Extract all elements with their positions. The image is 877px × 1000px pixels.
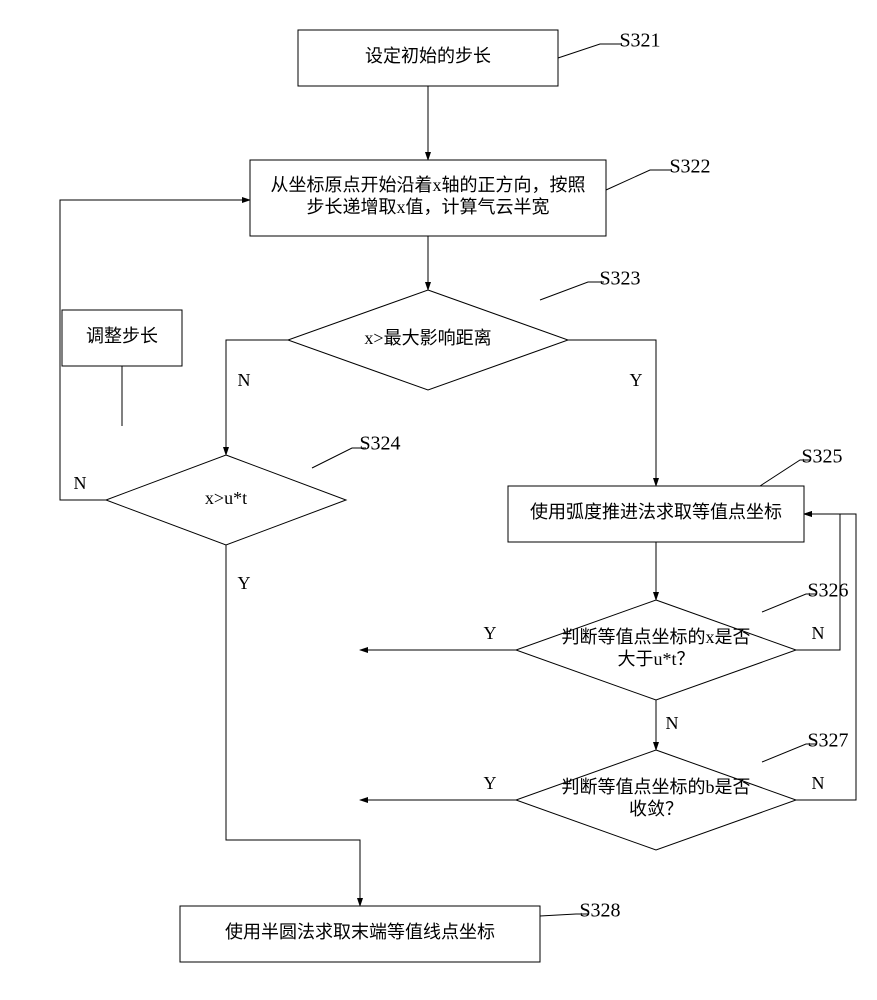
node-s328-text: 使用半圆法求取末端等值线点坐标 — [225, 922, 495, 942]
node-s327-text: 收敛？ — [629, 799, 683, 819]
leader-s323 — [540, 282, 604, 300]
edge-e3 — [226, 340, 288, 455]
edge-label-e10: N — [666, 713, 679, 733]
edge-label-e12: Y — [484, 773, 497, 793]
node-adjust-text: 调整步长 — [86, 326, 158, 346]
node-s325-text: 使用弧度推进法求取等值点坐标 — [530, 502, 782, 522]
node-s322-text: 步长递增取x值，计算气云半宽 — [307, 197, 550, 217]
leader-s322 — [606, 170, 672, 190]
step-label-s322: S322 — [669, 156, 710, 178]
step-label-s324: S324 — [359, 433, 400, 455]
flowchart-canvas: N Y N Y Y N N N Y 设定初始的步长从坐标原点开始沿着x轴的正方向，按照步长递增取… — [0, 0, 877, 1000]
edge-e6 — [226, 545, 360, 906]
node-s323-text: x>最大影响距离 — [364, 328, 491, 348]
edge-label-e5: N — [74, 473, 87, 493]
edge-label-e6: Y — [238, 573, 251, 593]
edge-e4 — [568, 340, 656, 486]
edge-e11 — [796, 514, 856, 800]
leader-s324 — [312, 448, 366, 468]
node-s327-text: 判断等值点坐标的b是否 — [562, 777, 751, 797]
edge-label-e8: Y — [484, 623, 497, 643]
edge-label-e3: N — [238, 370, 251, 390]
node-s322-text: 从坐标原点开始沿着x轴的正方向，按照 — [271, 175, 586, 195]
edge-label-e9: N — [812, 623, 825, 643]
node-s321-text: 设定初始的步长 — [365, 46, 491, 66]
node-s326-text: 判断等值点坐标的x是否 — [562, 627, 751, 647]
leader-s321 — [558, 44, 622, 58]
node-s326-text: 大于u*t？ — [617, 649, 694, 669]
step-label-s327: S327 — [807, 730, 848, 752]
step-label-s323: S323 — [599, 268, 640, 290]
node-s324-text: x>u*t — [205, 488, 247, 508]
step-label-s325: S325 — [801, 446, 842, 468]
edge-label-e4: Y — [630, 370, 643, 390]
step-label-s328: S328 — [579, 900, 620, 922]
step-label-s326: S326 — [807, 580, 848, 602]
edge-label-e11: N — [812, 773, 825, 793]
step-label-s321: S321 — [619, 30, 660, 52]
